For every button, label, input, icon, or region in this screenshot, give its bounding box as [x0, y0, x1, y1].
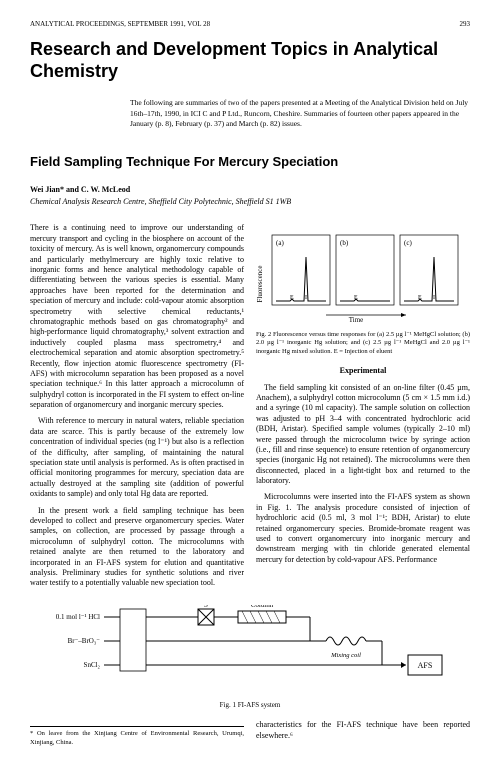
figure-1-caption: Fig. 1 FI-AFS system: [30, 701, 470, 710]
figure-1: 0.1 mol l⁻¹ HCl Br⁻–BrO₃⁻ SnCl₂ S Column: [30, 605, 470, 710]
svg-text:I: I: [433, 295, 435, 301]
svg-text:S: S: [204, 605, 208, 609]
svg-text:E: E: [290, 295, 294, 301]
fig1-br-label: Br⁻–BrO₃⁻: [68, 637, 101, 645]
continued-col: characteristics for the FI-AFS technique…: [256, 720, 470, 747]
running-header: ANALYTICAL PROCEEDINGS, SEPTEMBER 1991, …: [30, 20, 470, 29]
page-number: 293: [460, 20, 471, 29]
figure-2-svg: Fluorescence (a) E I (b) E (c): [256, 229, 466, 324]
intro-paragraph: The following are summaries of two of th…: [130, 98, 470, 130]
left-column: There is a continuing need to improve ou…: [30, 223, 244, 594]
paragraph: In the present work a field sampling tec…: [30, 506, 244, 589]
figure-2: Fluorescence (a) E I (b) E (c): [256, 229, 470, 356]
fig1-sn-label: SnCl₂: [84, 661, 101, 669]
figure-2-caption: Fig. 2 Fluorescence versus time response…: [256, 331, 470, 356]
right-column: Fluorescence (a) E I (b) E (c): [256, 223, 470, 594]
svg-text:Column: Column: [251, 605, 274, 609]
fig1-hcl-label: 0.1 mol l⁻¹ HCl: [56, 613, 100, 621]
paragraph: Microcolumns were inserted into the FI-A…: [256, 492, 470, 565]
svg-text:E: E: [418, 295, 422, 301]
paragraph: There is a continuing need to improve ou…: [30, 223, 244, 410]
bottom-row: * On leave from the Xinjiang Centre of E…: [30, 720, 470, 747]
svg-text:Time: Time: [349, 316, 364, 324]
svg-text:Mixing coil: Mixing coil: [330, 652, 361, 659]
paragraph: characteristics for the FI-AFS technique…: [256, 720, 470, 741]
svg-text:(b): (b): [340, 239, 349, 247]
svg-text:AFS: AFS: [418, 661, 433, 670]
footnote: * On leave from the Xinjiang Centre of E…: [30, 726, 244, 747]
svg-text:(a): (a): [276, 239, 284, 247]
header-left: ANALYTICAL PROCEEDINGS, SEPTEMBER 1991, …: [30, 20, 210, 29]
authors: Wei Jian* and C. W. McLeod: [30, 185, 470, 195]
svg-text:Fluorescence: Fluorescence: [256, 266, 264, 303]
experimental-heading: Experimental: [256, 366, 470, 376]
footnote-col: * On leave from the Xinjiang Centre of E…: [30, 720, 244, 747]
article-title: Field Sampling Technique For Mercury Spe…: [30, 154, 470, 171]
svg-text:(c): (c): [404, 239, 412, 247]
svg-text:I: I: [305, 295, 307, 301]
paragraph: The field sampling kit consisted of an o…: [256, 383, 470, 487]
paragraph: With reference to mercury in natural wat…: [30, 416, 244, 499]
affiliation: Chemical Analysis Research Centre, Sheff…: [30, 197, 470, 207]
main-title: Research and Development Topics in Analy…: [30, 39, 470, 82]
figure-1-svg: 0.1 mol l⁻¹ HCl Br⁻–BrO₃⁻ SnCl₂ S Column: [30, 605, 470, 695]
two-column-body: There is a continuing need to improve ou…: [30, 223, 470, 594]
svg-text:E: E: [354, 295, 358, 301]
